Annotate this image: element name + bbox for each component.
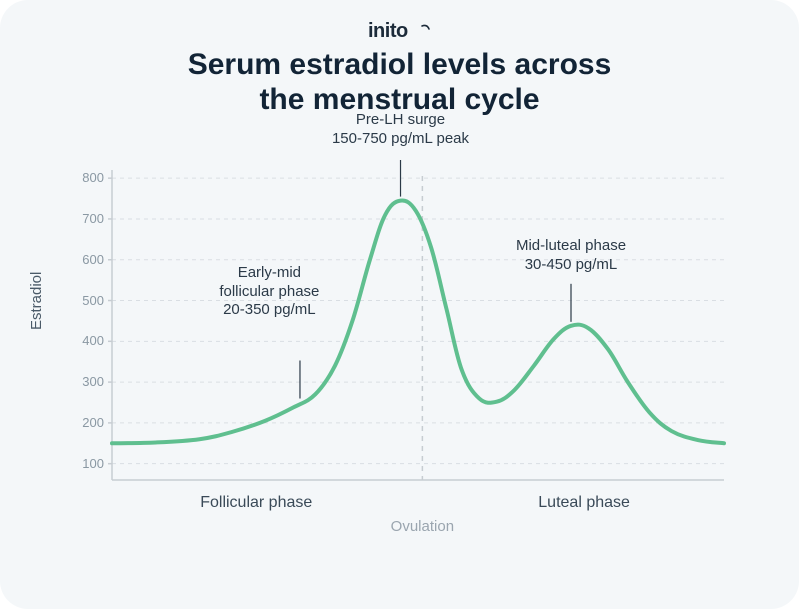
- brand-text: inito: [368, 20, 408, 42]
- brand-logo: inito: [368, 20, 432, 42]
- brand-swoosh-icon: [422, 25, 429, 29]
- chart-card: inito Serum estradiol levels across the …: [0, 0, 799, 609]
- y-tick-label: 700: [68, 211, 104, 226]
- y-tick-label: 600: [68, 252, 104, 267]
- phase-label-luteal: Luteal phase: [494, 494, 674, 512]
- y-tick-label: 500: [68, 293, 104, 308]
- y-tick-label: 300: [68, 374, 104, 389]
- annotation-early-mid: Early-mid follicular phase 20-350 pg/mL: [159, 264, 379, 320]
- y-tick-label: 800: [68, 170, 104, 185]
- annotation-pre-lh: Pre-LH surge 150-750 pg/mL peak: [291, 111, 511, 149]
- y-axis-label: Estradiol: [28, 272, 45, 330]
- chart-svg: [60, 160, 740, 520]
- ovulation-label: Ovulation: [332, 518, 512, 535]
- title-line-1: Serum estradiol levels across: [188, 48, 612, 81]
- y-tick-label: 400: [68, 333, 104, 348]
- y-tick-label: 100: [68, 456, 104, 471]
- annotation-mid-luteal: Mid-luteal phase 30-450 pg/mL: [461, 237, 681, 275]
- chart-title: Serum estradiol levels across the menstr…: [40, 48, 759, 117]
- chart-area: [60, 160, 740, 520]
- y-tick-label: 200: [68, 415, 104, 430]
- phase-label-follicular: Follicular phase: [166, 494, 346, 512]
